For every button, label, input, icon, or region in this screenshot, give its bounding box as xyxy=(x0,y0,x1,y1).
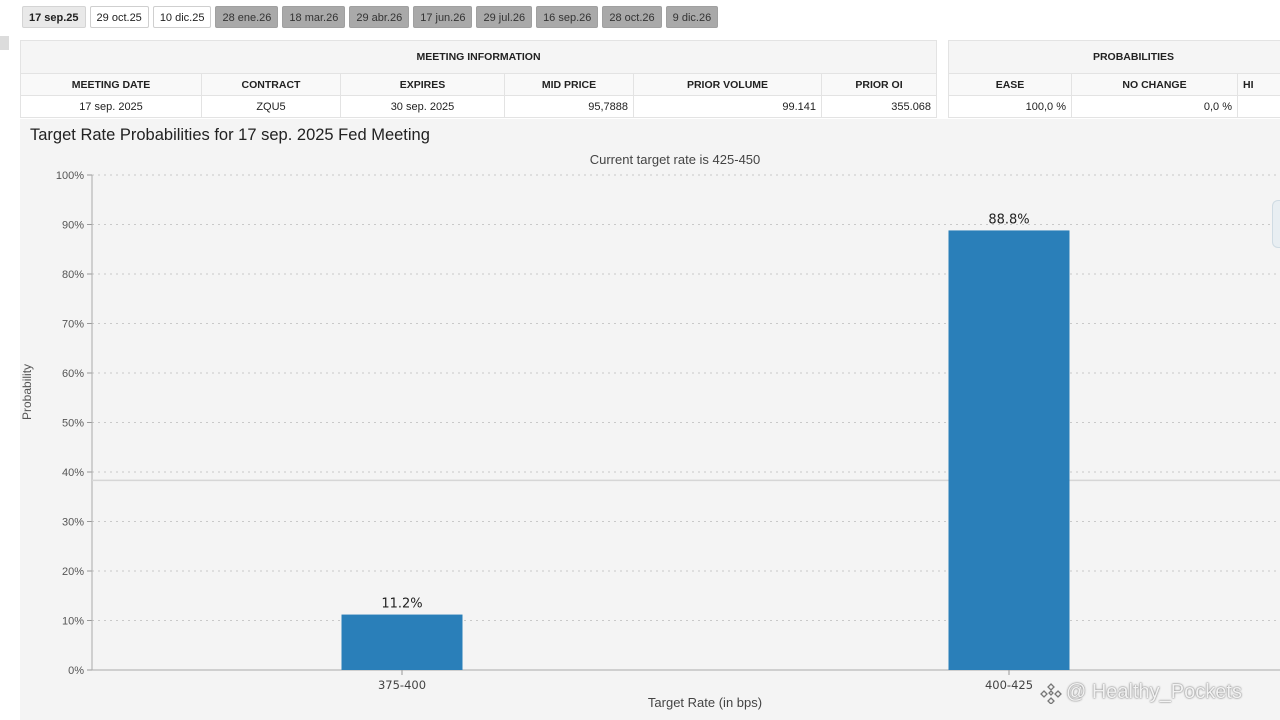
meeting-date-tabs: 17 sep.25 29 oct.25 10 dic.25 28 ene.26 … xyxy=(22,6,719,28)
chart-subtitle: Current target rate is 425-450 xyxy=(589,152,761,167)
hike-cell xyxy=(1236,95,1280,118)
watermark: @ Healthy_Pockets xyxy=(1040,681,1242,704)
y-tick-label: 80% xyxy=(62,269,84,281)
x-tick-label: 400-425 xyxy=(985,678,1033,692)
side-panel-marker xyxy=(0,36,9,50)
tab-meeting-date[interactable]: 17 sep.25 xyxy=(22,6,86,28)
bar xyxy=(948,230,1070,670)
tab-meeting-date[interactable]: 17 jun.26 xyxy=(413,6,473,28)
expires-cell: 30 sep. 2025 xyxy=(340,95,505,118)
tab-meeting-date[interactable]: 29 abr.26 xyxy=(349,6,410,28)
contract-cell: ZQU5 xyxy=(201,95,341,118)
column-header: PRIOR VOLUME xyxy=(633,73,822,96)
tab-meeting-date[interactable]: 10 dic.25 xyxy=(152,6,212,28)
tab-meeting-date[interactable]: 29 jul.26 xyxy=(476,6,533,28)
probabilities-table: PROBABILITIES EASE NO CHANGE HI 100,0 % … xyxy=(947,40,1280,118)
y-tick-label: 40% xyxy=(62,467,84,479)
probabilities-title: PROBABILITIES xyxy=(947,40,1280,74)
x-axis-title: Target Rate (in bps) xyxy=(647,695,763,710)
tab-meeting-date[interactable]: 29 oct.25 xyxy=(89,6,149,28)
y-tick-label: 10% xyxy=(62,616,84,628)
no-change-cell: 0,0 % xyxy=(1071,95,1238,118)
prior-volume-cell: 99.141 xyxy=(633,95,822,118)
tab-meeting-date[interactable]: 28 ene.26 xyxy=(215,6,279,28)
chart-title: Target Rate Probabilities for 17 sep. 20… xyxy=(30,126,430,144)
watermark-text: @ Healthy_Pockets xyxy=(1066,681,1242,703)
bar xyxy=(341,614,463,670)
column-header: EXPIRES xyxy=(340,73,505,96)
column-header: CONTRACT xyxy=(201,73,341,96)
y-tick-label: 50% xyxy=(62,418,84,430)
table-row: 100,0 % 0,0 % xyxy=(948,95,1280,118)
y-axis-title: Probability xyxy=(20,363,34,420)
chart-menu-handle[interactable] xyxy=(1272,200,1280,248)
column-header: MID PRICE xyxy=(504,73,634,96)
tab-meeting-date[interactable]: 18 mar.26 xyxy=(282,6,346,28)
y-tick-label: 20% xyxy=(62,566,84,578)
y-tick-label: 60% xyxy=(62,368,84,380)
tab-meeting-date[interactable]: 9 dic.26 xyxy=(665,6,719,28)
y-tick-label: 0% xyxy=(68,665,84,677)
y-tick-label: 70% xyxy=(62,319,84,331)
bar-data-label: 88.8% xyxy=(988,212,1029,227)
tab-meeting-date[interactable]: 16 sep.26 xyxy=(536,6,599,28)
mid-price-cell: 95,7888 xyxy=(504,95,634,118)
bar-data-label: 11.2% xyxy=(381,597,422,612)
column-header: HI xyxy=(1236,73,1280,96)
prior-oi-cell: 355.068 xyxy=(820,95,938,118)
y-tick-label: 100% xyxy=(56,170,84,182)
x-tick-label: 375-400 xyxy=(378,678,426,692)
y-tick-label: 90% xyxy=(62,220,84,232)
column-header: NO CHANGE xyxy=(1071,73,1238,96)
tab-meeting-date[interactable]: 28 oct.26 xyxy=(602,6,662,28)
table-row: 17 sep. 2025 ZQU5 30 sep. 2025 95,7888 9… xyxy=(20,95,938,118)
meeting-information-table: MEETING INFORMATION MEETING DATE CONTRAC… xyxy=(19,40,938,118)
watermark-logo-icon xyxy=(1040,682,1062,704)
meeting-date-cell: 17 sep. 2025 xyxy=(20,95,202,118)
chart-panel xyxy=(20,119,1280,720)
meeting-information-title: MEETING INFORMATION xyxy=(19,40,938,74)
ease-cell: 100,0 % xyxy=(948,95,1072,118)
y-tick-label: 30% xyxy=(62,517,84,529)
